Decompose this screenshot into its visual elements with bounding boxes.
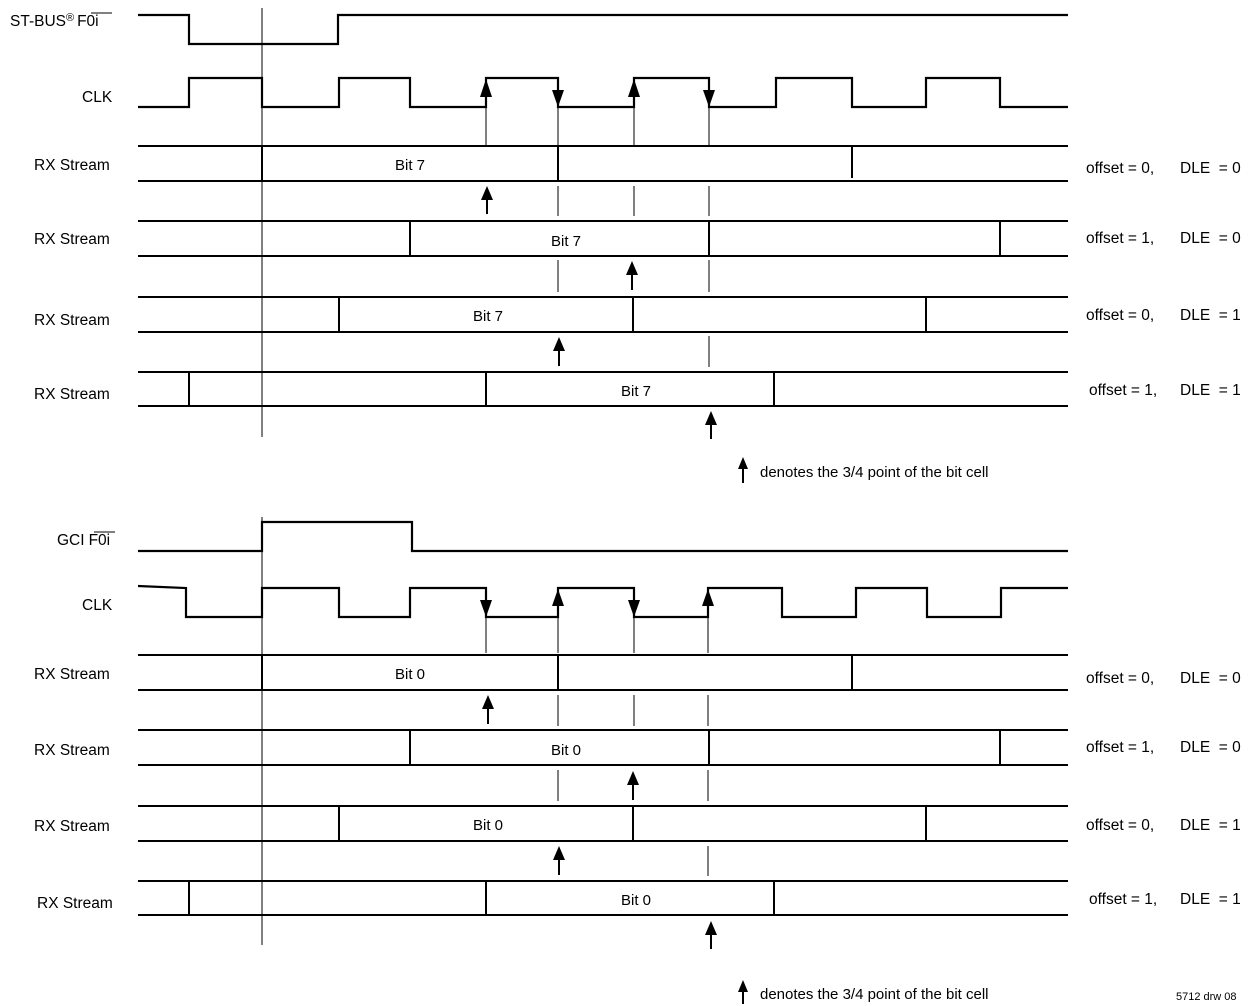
offset-text: offset = 1, <box>1086 230 1154 247</box>
three-quarter-point-arrow <box>481 186 493 214</box>
three-quarter-point-arrow <box>705 411 717 439</box>
bit-cell-label: Bit 0 <box>395 666 425 683</box>
stbus-rx-row-1: RX Stream Bit 7 offset = 0, DLE = 0 <box>34 145 1241 214</box>
gci-frame-label: GCI F0i <box>57 532 110 549</box>
offset-text: offset = 1, <box>1089 891 1157 908</box>
three-quarter-point-arrow <box>627 771 639 800</box>
three-quarter-point-arrow <box>553 337 565 366</box>
dle-text: DLE = 1 <box>1180 817 1241 834</box>
three-quarter-point-arrow <box>553 846 565 875</box>
stbus-rx-row-2: RX Stream Bit 7 offset = 1, DLE = 0 <box>34 220 1241 290</box>
gci-clk-label: CLK <box>82 597 113 614</box>
bit-cell-label: Bit 0 <box>621 892 651 909</box>
three-quarter-point-arrow <box>482 695 494 724</box>
offset-text: offset = 0, <box>1086 307 1154 324</box>
dle-text: DLE = 0 <box>1180 739 1241 756</box>
rx-stream-label: RX Stream <box>34 231 110 248</box>
stbus-legend: denotes the 3/4 point of the bit cell <box>738 457 989 483</box>
stbus-rx-row-4: RX Stream Bit 7 offset = 1, DLE = 1 <box>34 371 1241 439</box>
dle-text: DLE = 1 <box>1180 382 1241 399</box>
gci-clk-falling-arrow-2 <box>628 590 640 617</box>
gci-rx-row-1: RX Stream Bit 0 offset = 0, DLE = 0 <box>34 654 1241 724</box>
dle-text: DLE = 0 <box>1180 230 1241 247</box>
stbus-clk-label: CLK <box>82 89 113 106</box>
three-quarter-point-arrow <box>738 980 748 1004</box>
bit-cell-label: Bit 7 <box>473 308 503 325</box>
dle-text: DLE = 1 <box>1180 307 1241 324</box>
stbus-clk-rising-arrow-2 <box>628 79 640 104</box>
rx-stream-label: RX Stream <box>34 666 110 683</box>
bit-cell-label: Bit 0 <box>551 742 581 759</box>
three-quarter-point-arrow <box>705 921 717 949</box>
bit-cell-label: Bit 0 <box>473 817 503 834</box>
gci-rx-row-4: RX Stream Bit 0 offset = 1, DLE = 1 <box>37 880 1241 949</box>
legend-text: denotes the 3/4 point of the bit cell <box>760 986 989 1003</box>
rx-stream-label: RX Stream <box>37 895 113 912</box>
rx-stream-label: RX Stream <box>34 312 110 329</box>
dle-text: DLE = 0 <box>1180 160 1241 177</box>
offset-text: offset = 0, <box>1086 670 1154 687</box>
offset-text: offset = 0, <box>1086 817 1154 834</box>
gci-rx-row-3: RX Stream Bit 0 offset = 0, DLE = 1 <box>34 805 1241 875</box>
gci-clk-waveform <box>137 584 1068 619</box>
rx-stream-label: RX Stream <box>34 157 110 174</box>
stbus-f0i-waveform <box>138 13 1068 46</box>
gci-f0i-waveform <box>138 520 1068 553</box>
stbus-clk-waveform <box>138 76 1068 109</box>
offset-text: offset = 0, <box>1086 160 1154 177</box>
bit-cell-label: Bit 7 <box>621 383 651 400</box>
gci-clk-falling-arrow-1 <box>480 590 492 617</box>
stbus-rx-row-3: RX Stream Bit 7 offset = 0, DLE = 1 <box>34 296 1241 366</box>
stbus-frame-label: ST-BUS® F0i <box>10 12 99 30</box>
stbus-clk-falling-arrow-2 <box>703 80 715 107</box>
gci-clk-rising-arrow-2 <box>702 589 714 615</box>
dle-text: DLE = 0 <box>1180 670 1241 687</box>
bit-cell-label: Bit 7 <box>551 233 581 250</box>
gci-legend: denotes the 3/4 point of the bit cell <box>738 980 989 1004</box>
rx-stream-label: RX Stream <box>34 742 110 759</box>
stbus-clk-falling-arrow-1 <box>552 80 564 107</box>
gci-clk-rising-arrow-1 <box>552 589 564 615</box>
offset-text: offset = 1, <box>1089 382 1157 399</box>
three-quarter-point-arrow <box>626 261 638 290</box>
bit-cell-label: Bit 7 <box>395 157 425 174</box>
stbus-clk-rising-arrow-1 <box>480 79 492 104</box>
gci-rx-row-2: RX Stream Bit 0 offset = 1, DLE = 0 <box>34 729 1241 800</box>
rx-stream-label: RX Stream <box>34 818 110 835</box>
dle-text: DLE = 1 <box>1180 891 1241 908</box>
three-quarter-point-arrow <box>738 457 748 483</box>
offset-text: offset = 1, <box>1086 739 1154 756</box>
rx-stream-label: RX Stream <box>34 386 110 403</box>
legend-text: denotes the 3/4 point of the bit cell <box>760 464 989 481</box>
figure-id: 5712 drw 08 <box>1176 991 1237 1003</box>
